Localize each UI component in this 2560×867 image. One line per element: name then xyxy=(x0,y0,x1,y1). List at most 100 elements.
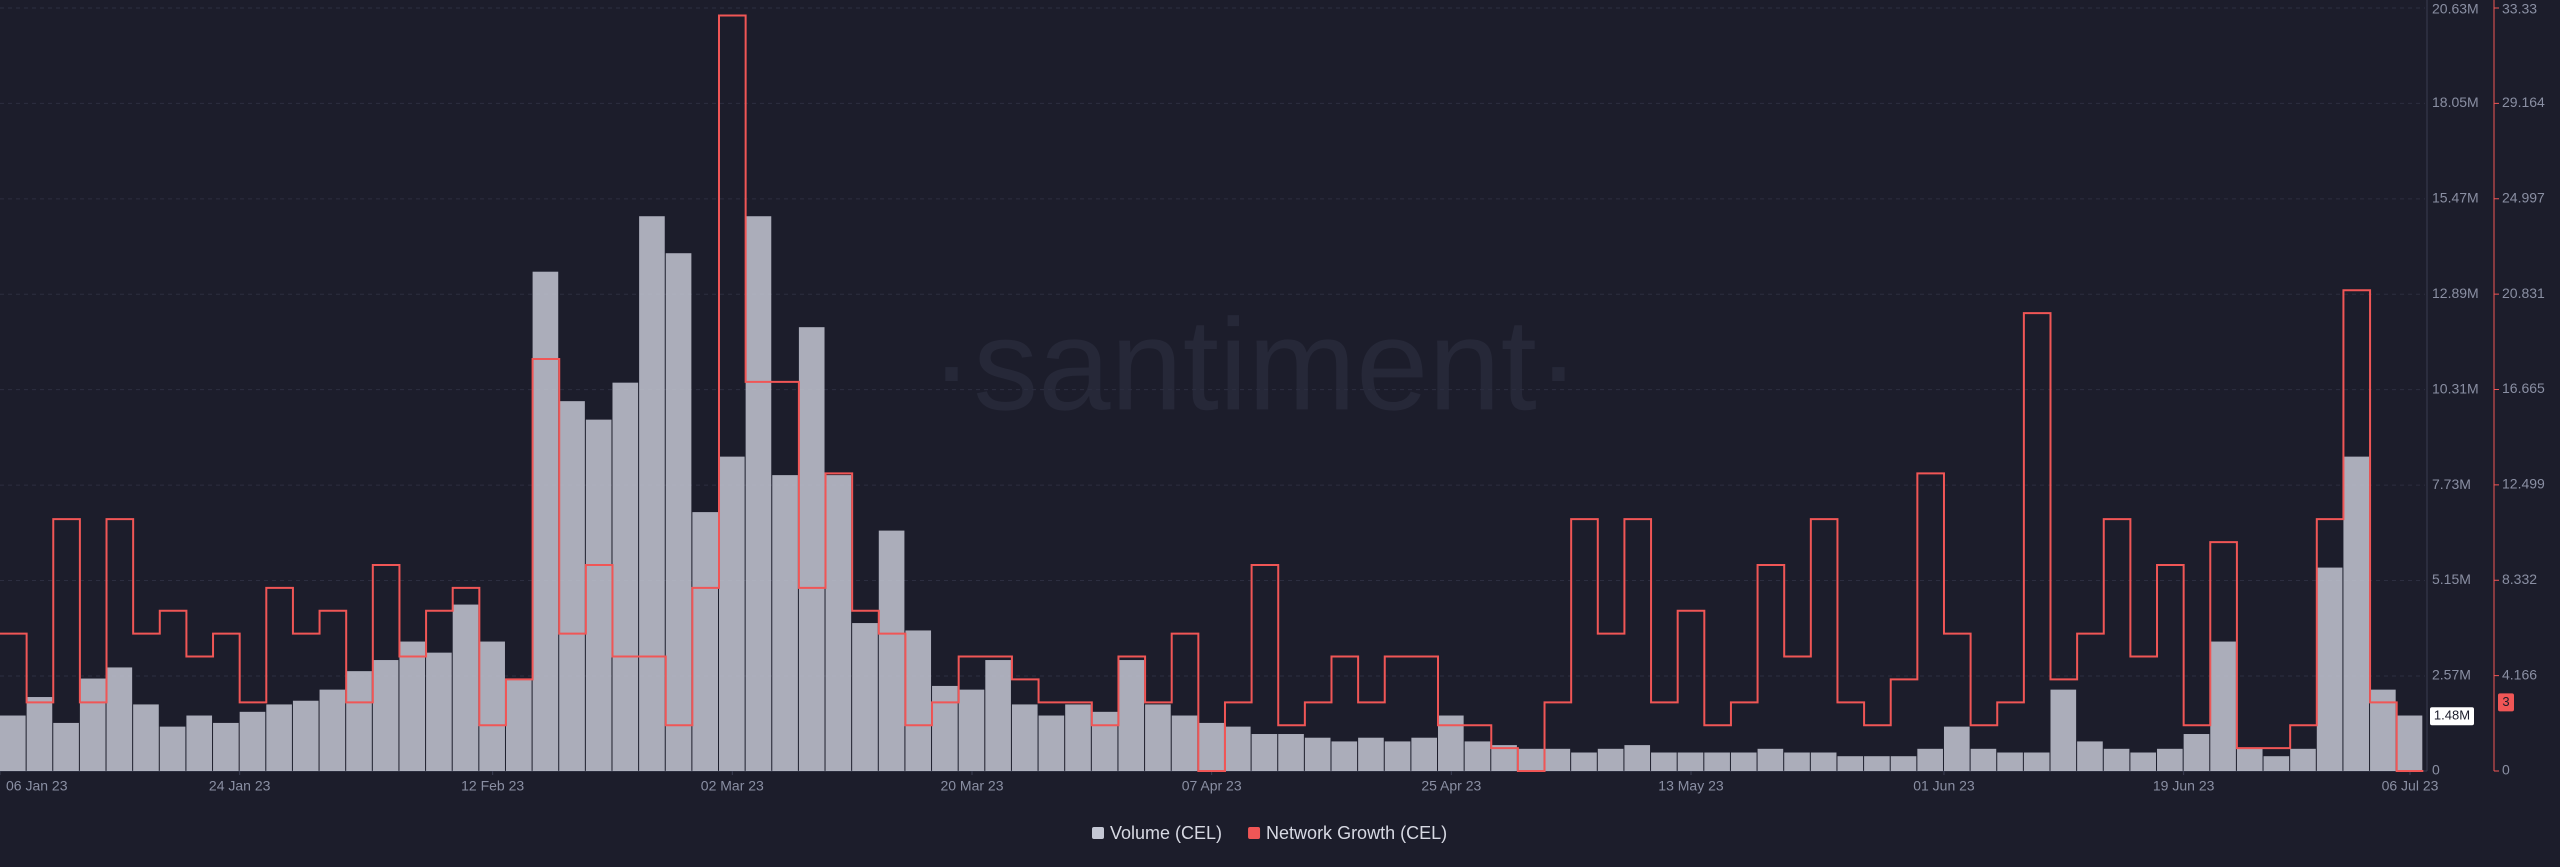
bar xyxy=(1198,722,1224,771)
bar xyxy=(1411,737,1438,771)
y2-tick-label: 0 xyxy=(2502,762,2510,778)
bar xyxy=(1384,741,1411,771)
bar xyxy=(1091,711,1118,771)
bar xyxy=(1677,752,1704,771)
bar xyxy=(1224,726,1251,771)
bar xyxy=(1464,741,1491,771)
bar xyxy=(665,253,692,771)
bar xyxy=(2023,752,2050,771)
bar xyxy=(559,401,585,771)
bar xyxy=(2130,752,2157,771)
bar xyxy=(426,652,452,771)
bar xyxy=(319,689,346,771)
bar xyxy=(26,697,53,771)
bar xyxy=(719,456,745,771)
bar xyxy=(1517,748,1544,771)
last-value-badge xyxy=(2498,693,2514,712)
bar xyxy=(1038,715,1065,771)
bar xyxy=(905,630,932,771)
bar xyxy=(585,419,612,771)
x-tick-label: 20 Mar 23 xyxy=(940,778,1003,794)
y-tick-label: 0 xyxy=(2432,762,2440,778)
x-tick-label: 25 Apr 23 xyxy=(1421,778,1481,794)
legend-label: Volume (CEL) xyxy=(1110,823,1222,843)
bar xyxy=(692,512,719,771)
x-tick-label: 19 Jun 23 xyxy=(2153,778,2215,794)
bar xyxy=(1278,734,1304,771)
bar xyxy=(2050,689,2077,771)
y2-tick-label: 33.33 xyxy=(2502,1,2537,17)
last-value-label: 3 xyxy=(2502,694,2509,709)
bar xyxy=(1571,752,1597,771)
bar xyxy=(985,660,1011,771)
bar xyxy=(852,623,878,771)
bar xyxy=(1917,748,1943,771)
bar xyxy=(798,327,825,771)
bar xyxy=(2183,734,2210,771)
bar xyxy=(2236,748,2263,771)
bar xyxy=(2103,748,2130,771)
x-tick-label: 02 Mar 23 xyxy=(701,778,764,794)
bar xyxy=(2396,715,2423,771)
bar xyxy=(2316,567,2343,771)
y2-tick-label: 29.164 xyxy=(2502,94,2545,110)
bar xyxy=(1438,715,1464,771)
bar xyxy=(2290,748,2316,771)
y-tick-label: 2.57M xyxy=(2432,667,2471,683)
x-tick-label: 13 May 23 xyxy=(1658,778,1724,794)
bar xyxy=(1864,756,1890,771)
bar xyxy=(878,530,905,771)
bar xyxy=(479,641,505,771)
legend-label: Network Growth (CEL) xyxy=(1266,823,1447,843)
bar xyxy=(372,660,399,771)
y2-tick-label: 24.997 xyxy=(2502,189,2545,205)
bar xyxy=(958,689,985,771)
bar xyxy=(239,711,266,771)
volume-bars xyxy=(0,216,2423,771)
bar xyxy=(1784,752,1810,771)
bar xyxy=(2077,741,2103,771)
y2-tick-label: 8.332 xyxy=(2502,571,2537,587)
x-tick-label: 06 Jan 23 xyxy=(6,778,68,794)
bar xyxy=(1597,748,1624,771)
bar xyxy=(106,667,133,771)
bar xyxy=(639,216,665,771)
y2-tick-label: 16.665 xyxy=(2502,380,2545,396)
bar xyxy=(186,715,213,771)
bar xyxy=(53,722,79,771)
bar xyxy=(266,704,292,771)
last-value-label: 1.48M xyxy=(2434,708,2470,723)
bar xyxy=(0,715,26,771)
bar xyxy=(1065,704,1091,771)
bar xyxy=(79,678,106,771)
bar xyxy=(1251,734,1278,771)
legend-swatch xyxy=(1248,827,1261,839)
bar xyxy=(346,671,372,771)
x-tick-label: 06 Jul 23 xyxy=(2382,778,2439,794)
bar xyxy=(1491,745,1517,771)
bar xyxy=(2157,748,2183,771)
bar xyxy=(1810,752,1837,771)
bar xyxy=(452,604,479,771)
bar xyxy=(1304,737,1331,771)
bar xyxy=(1331,741,1358,771)
bar xyxy=(772,475,798,771)
bar xyxy=(1837,756,1864,771)
watermark: ·santiment· xyxy=(930,291,1580,437)
bar xyxy=(1730,752,1757,771)
bar xyxy=(1118,660,1145,771)
y2-tick-label: 12.499 xyxy=(2502,476,2545,492)
bar xyxy=(1943,726,1970,771)
legend-swatch xyxy=(1092,827,1104,839)
bar xyxy=(745,216,772,771)
y-tick-label: 20.63M xyxy=(2432,1,2479,17)
y-tick-label: 10.31M xyxy=(2432,380,2479,396)
bar xyxy=(1704,752,1730,771)
x-tick-label: 07 Apr 23 xyxy=(1182,778,1242,794)
y2-tick-label: 20.831 xyxy=(2502,285,2545,301)
bar xyxy=(825,475,852,771)
y-tick-label: 15.47M xyxy=(2432,190,2479,206)
bar xyxy=(1358,737,1384,771)
bar xyxy=(1757,748,1784,771)
